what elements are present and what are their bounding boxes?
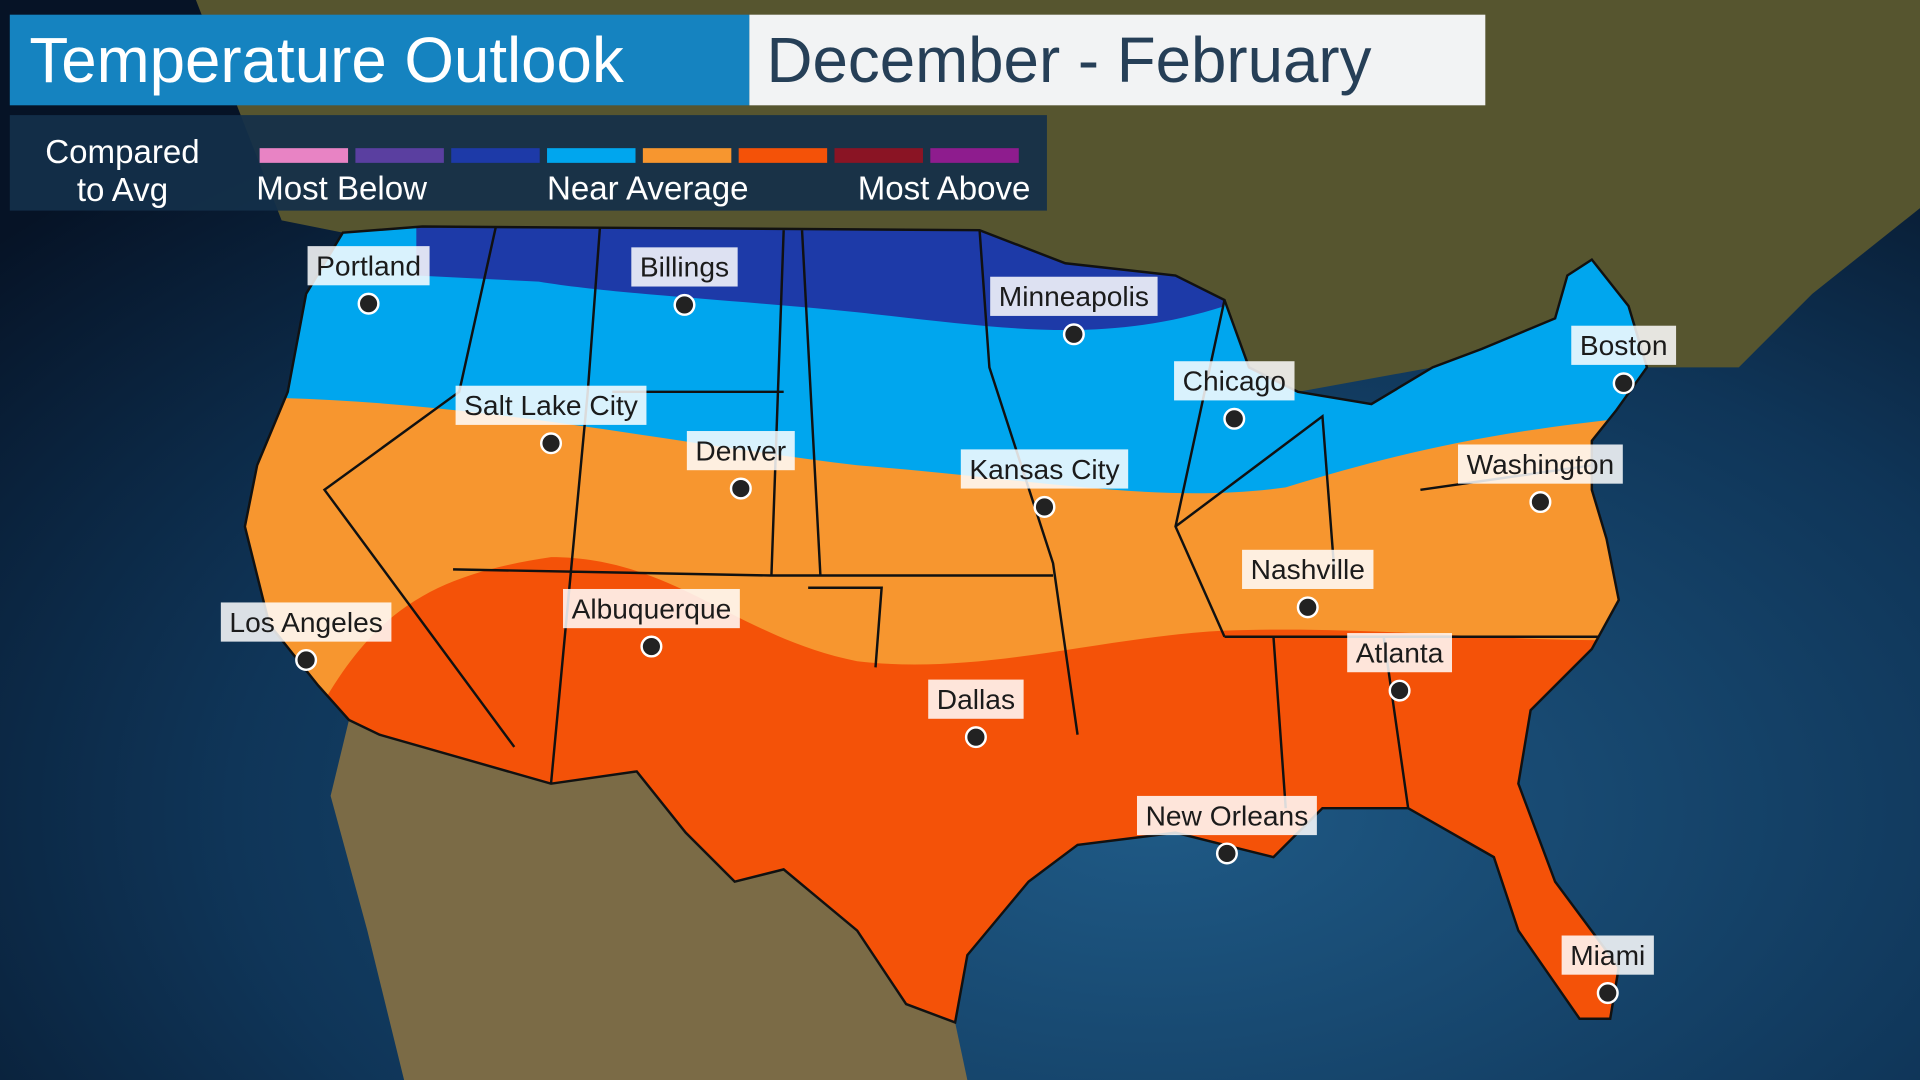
city-dot: [640, 635, 663, 658]
city-label-box: [1174, 361, 1295, 401]
city-dot: [1612, 372, 1635, 395]
city-dot: [729, 477, 752, 500]
legend-swatch: [738, 148, 828, 163]
city-dot: [540, 432, 563, 455]
city-dot: [673, 293, 696, 316]
city-dot: [964, 726, 987, 749]
city-dot: [1223, 407, 1246, 430]
city-label-box: [1571, 325, 1677, 365]
city-label: Denver: [695, 435, 786, 466]
legend-title: Compared: [45, 134, 199, 171]
city-label: Salt Lake City: [464, 390, 639, 421]
legend-swatch: [834, 148, 923, 163]
city-label: Dallas: [937, 684, 1015, 715]
legend-label: Most Below: [256, 171, 427, 208]
city-dot: [295, 648, 318, 672]
city-label-box: [307, 246, 430, 286]
city-dot: [1596, 982, 1619, 1005]
city-label-box: [990, 276, 1158, 316]
legend-swatch: [930, 148, 1019, 163]
city-label: Washington: [1467, 449, 1615, 480]
legend-swatch: [259, 148, 349, 163]
subtitle-box: [749, 14, 1486, 106]
city-label-box: [1561, 935, 1654, 975]
city-label: Atlanta: [1356, 637, 1444, 668]
city-label: Los Angeles: [229, 607, 382, 638]
cities: Portland Billings Minneapolis Boston Salt La…: [220, 246, 1677, 1005]
legend-swatch: [642, 148, 732, 163]
city-dot: [1296, 596, 1319, 619]
city-label: New Orleans: [1146, 800, 1309, 831]
legend-swatch: [355, 148, 444, 163]
city-label-box: [220, 602, 392, 642]
city-dot: [1062, 323, 1085, 346]
legend-swatches: [259, 148, 1019, 163]
city-label: Minneapolis: [999, 281, 1149, 312]
city-label-box: [455, 385, 647, 425]
city-label: Miami: [1570, 940, 1645, 971]
city-dot: [1388, 679, 1411, 702]
city-dot: [1215, 842, 1238, 865]
city-label-box: [686, 431, 795, 471]
city-label-box: [563, 588, 740, 629]
city-label: Albuquerque: [572, 593, 732, 624]
city-label-box: [1136, 795, 1317, 836]
city-label-box: [928, 679, 1024, 719]
title-box: [9, 14, 750, 106]
subtitle: December - February: [767, 25, 1372, 96]
legend-title: to Avg: [77, 172, 168, 209]
city-label: Portland: [316, 251, 421, 282]
legend-label: Most Above: [858, 171, 1031, 208]
city-dot: [1033, 495, 1056, 518]
city-label-box: [960, 449, 1129, 489]
city-dot: [1529, 491, 1552, 514]
city-label: Chicago: [1183, 366, 1286, 397]
city-label: Kansas City: [969, 454, 1120, 485]
city-label-box: [1347, 633, 1452, 673]
city-label: Nashville: [1251, 554, 1365, 585]
legend-label: Near Average: [547, 171, 748, 208]
city-label: Boston: [1580, 330, 1668, 361]
city-label-box: [631, 247, 738, 287]
city-label-box: [1242, 549, 1374, 589]
city-dot: [357, 292, 380, 315]
title: Temperature Outlook: [29, 25, 624, 96]
legend-swatch: [547, 148, 636, 163]
mexico-land: [330, 720, 968, 1080]
city-label-box: [1458, 444, 1623, 484]
city-label: Billings: [640, 252, 729, 283]
legend-swatch: [451, 148, 540, 163]
